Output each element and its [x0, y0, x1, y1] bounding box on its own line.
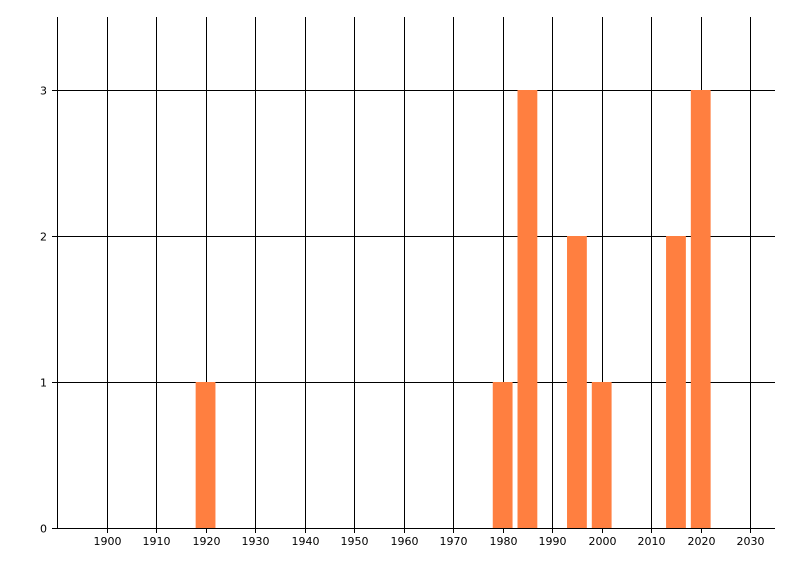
x-tick-label: 2020 — [688, 535, 716, 548]
bar-1920 — [195, 382, 216, 528]
x-tick-label: 1970 — [440, 535, 468, 548]
bar-2000 — [591, 382, 612, 528]
x-tick-label: 1900 — [94, 535, 122, 548]
x-tick-label: 1940 — [292, 535, 320, 548]
x-tick-labels: 1900 1910 1920 1930 1940 1950 1960 1970 1980 1990… — [94, 535, 765, 548]
x-tick-label: 1910 — [143, 535, 171, 548]
bars — [195, 90, 711, 528]
axes — [57, 17, 775, 529]
x-tick-label: 2000 — [589, 535, 617, 548]
bar-2020 — [690, 90, 711, 528]
x-tick-label: 1920 — [193, 535, 221, 548]
y-tick-label: 0 — [40, 523, 47, 536]
y-tick-labels: 0 1 2 3 — [40, 85, 47, 536]
y-tick-label: 2 — [40, 231, 47, 244]
y-tick-label: 3 — [40, 85, 47, 98]
x-tick-label: 2030 — [737, 535, 765, 548]
bar-1995 — [567, 236, 587, 528]
x-tick-label: 1950 — [341, 535, 369, 548]
x-tick-label: 1980 — [490, 535, 518, 548]
bar-1985 — [517, 90, 538, 528]
x-tick-label: 1930 — [242, 535, 270, 548]
bar-1980 — [492, 382, 513, 528]
y-tick-label: 1 — [40, 377, 47, 390]
x-tick-label: 1960 — [391, 535, 419, 548]
x-tick-label: 1990 — [539, 535, 567, 548]
x-tick-label: 2010 — [638, 535, 666, 548]
bar-2015 — [666, 236, 686, 528]
